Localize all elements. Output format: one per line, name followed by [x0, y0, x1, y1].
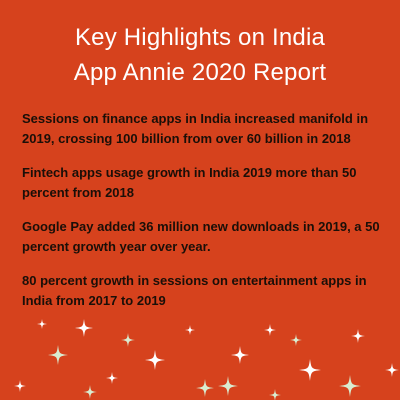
sparkle-icon — [264, 324, 276, 336]
sparkle-icon — [269, 389, 281, 400]
sparkle-icon — [185, 325, 195, 335]
sparkle-icon — [290, 334, 302, 346]
sparkle-icon — [231, 346, 249, 364]
sparkle-icon — [14, 380, 26, 392]
highlight-item: Google Pay added 36 million new download… — [22, 219, 380, 254]
sparkle-icon — [299, 359, 321, 381]
sparkle-icon — [106, 372, 118, 384]
highlight-item: Sessions on finance apps in India increa… — [22, 111, 369, 146]
sparkle-icon — [145, 350, 165, 370]
sparkle-icon — [351, 329, 365, 343]
highlight-item: 80 percent growth in sessions on enterta… — [22, 273, 367, 308]
page-title-line-2: App Annie 2020 Report — [73, 59, 327, 86]
sparkle-icon — [37, 319, 47, 329]
sparkle-decoration — [14, 319, 399, 400]
sparkle-icon — [218, 376, 238, 396]
sparkle-icon — [196, 379, 214, 397]
sparkle-icon — [385, 363, 399, 377]
sparkle-icon — [83, 385, 97, 399]
sparkle-icon — [121, 333, 135, 347]
highlights-list: Sessions on finance apps in India increa… — [22, 109, 384, 325]
highlight-item: Fintech apps usage growth in India 2019 … — [22, 165, 357, 200]
sparkle-icon — [75, 319, 93, 337]
sparkle-icon — [339, 375, 361, 397]
sparkle-icon — [48, 345, 68, 365]
page-title-line-1: Key Highlights on India — [74, 24, 326, 51]
